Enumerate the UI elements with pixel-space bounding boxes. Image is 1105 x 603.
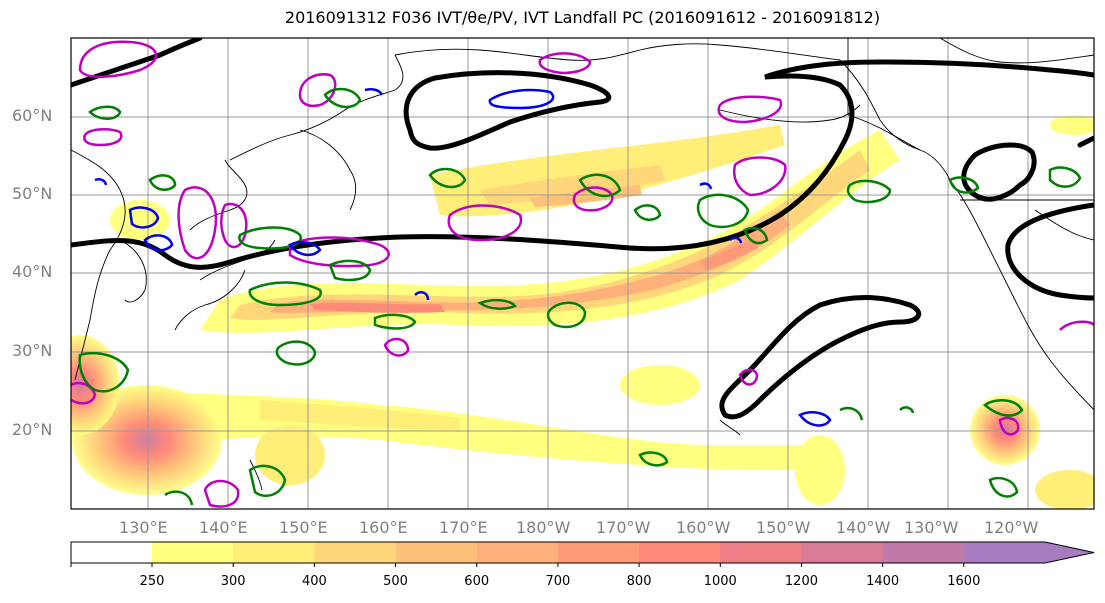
colorbar-tick-label: 1600 [947,574,981,589]
colorbar-tick-label: 600 [464,574,490,589]
colorbar-bin [314,542,397,563]
colorbar-bin [963,542,1046,563]
colorbar-tick-label: 300 [220,574,246,589]
colorbar-tick-label: 800 [626,574,652,589]
lon-label-150w: 150°W [756,518,811,537]
ivt-shading [71,115,1094,509]
lon-label-140e: 140°E [199,518,248,537]
colorbar-bin [233,542,315,563]
colorbar-tick-label: 700 [545,574,571,589]
colorbar-tick-label: 400 [301,574,327,589]
colorbar-bin [801,542,884,563]
magenta-contours [71,40,1094,508]
lat-label-30n: 30°N [12,341,53,360]
colorbar-bin [152,542,234,563]
lat-label-20n: 20°N [12,420,53,439]
map-title: 2016091312 F036 IVT/θe/PV, IVT Landfall … [284,8,881,27]
graticule [71,38,1094,509]
lat-label-40n: 40°N [12,262,53,281]
colorbar-tick-label: 500 [383,574,408,589]
black-contours [71,38,1094,420]
lon-label-120w: 120°W [984,518,1039,537]
colorbar-bin [557,542,640,563]
colorbar-bin [476,542,559,563]
colorbar-bin [720,542,802,563]
lon-label-160w: 160°W [676,518,731,537]
lon-label-130w: 130°W [904,518,959,537]
colorbar-tick-label: 1200 [784,574,818,589]
lon-label-170w: 170°W [596,518,651,537]
lon-label-160e: 160°E [359,518,408,537]
blue-contours [94,87,832,427]
lon-label-130e: 130°E [119,518,168,537]
lon-label-180w: 180°W [516,518,571,537]
lon-label-140w: 140°W [836,518,891,537]
lat-label-60n: 60°N [12,106,53,125]
map-frame [70,37,1095,510]
colorbar-bin [395,542,478,563]
colorbar-tick-label: 250 [139,574,165,589]
colorbar [70,541,1095,567]
colorbar-tick-label: 1400 [866,574,900,589]
lat-label-50n: 50°N [12,184,53,203]
lon-label-150e: 150°E [279,518,328,537]
colorbar-tick-label: 1000 [703,574,737,589]
lon-label-170e: 170°E [439,518,488,537]
colorbar-bin [882,542,965,563]
green-contours [78,87,1082,506]
colorbar-bin [639,542,721,563]
